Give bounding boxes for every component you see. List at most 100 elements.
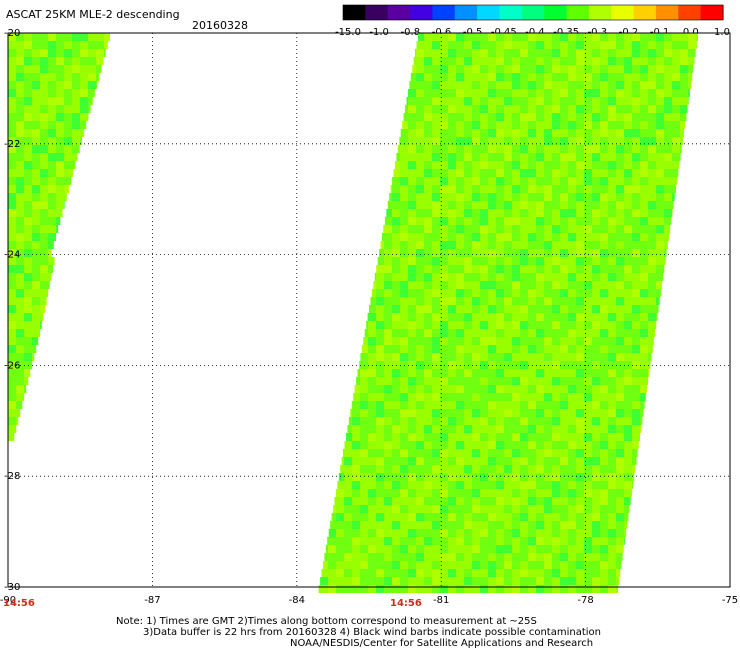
swath-pixel	[440, 145, 448, 153]
swath-pixel	[376, 553, 384, 561]
longitude-label: -87	[144, 595, 160, 606]
swath-pixel	[368, 481, 376, 489]
swath-pixel	[640, 241, 648, 249]
swath-pixel	[640, 81, 648, 89]
swath-pixel	[376, 521, 384, 529]
swath-pixel	[480, 409, 488, 417]
swath-pixel	[608, 97, 616, 105]
swath-pixel	[40, 305, 45, 313]
swath-pixel	[8, 297, 16, 305]
swath-pixel	[528, 585, 536, 593]
swath-pixel	[424, 201, 432, 209]
swath-pixel	[584, 177, 592, 185]
swath-pixel	[32, 137, 40, 145]
swath-pixel	[504, 569, 512, 577]
swath-pixel	[408, 233, 416, 241]
swath-pixel	[560, 289, 568, 297]
swath-pixel	[480, 481, 488, 489]
swath-pixel	[520, 33, 528, 41]
swath-pixel	[480, 217, 488, 225]
swath-pixel	[432, 57, 440, 65]
swath-pixel	[616, 193, 624, 201]
swath-pixel	[504, 329, 512, 337]
swath-pixel	[432, 41, 440, 49]
swath-pixel	[496, 217, 504, 225]
swath-pixel	[640, 121, 648, 129]
swath-pixel	[656, 225, 664, 233]
swath-pixel	[432, 121, 440, 129]
swath-pixel	[440, 337, 448, 345]
swath-pixel	[592, 305, 600, 313]
swath-pixel	[352, 545, 360, 553]
swath-pixel	[432, 545, 440, 553]
swath-pixel	[576, 137, 584, 145]
swath-pixel	[520, 273, 528, 281]
swath-pixel	[24, 241, 32, 249]
swath-pixel	[592, 257, 600, 265]
swath-pixel	[8, 217, 16, 225]
swath-pixel	[8, 265, 16, 273]
swath-pixel	[24, 41, 32, 49]
swath-pixel	[16, 65, 24, 73]
swath-pixel	[640, 321, 648, 329]
swath-pixel	[480, 369, 488, 377]
swath-pixel	[520, 353, 528, 361]
swath-pixel	[48, 169, 56, 177]
swath-pixel	[456, 585, 464, 593]
swath-pixel	[40, 177, 48, 185]
swath-pixel	[608, 137, 616, 145]
swath-pixel	[520, 177, 528, 185]
swath-pixel	[624, 281, 632, 289]
swath-pixel	[576, 153, 584, 161]
swath-pixel	[520, 297, 528, 305]
swath-pixel	[608, 41, 616, 49]
swath-pixel	[432, 457, 440, 465]
swath-pixel	[536, 337, 544, 345]
swath-pixel	[568, 457, 576, 465]
swath-pixel	[600, 553, 608, 561]
swath-pixel	[544, 585, 552, 593]
swath-pixel	[88, 105, 91, 113]
swath-pixel	[464, 201, 472, 209]
swath-pixel	[584, 201, 592, 209]
swath-pixel	[584, 273, 592, 281]
swath-pixel	[624, 145, 632, 153]
swath-pixel	[432, 73, 440, 81]
swath-pixel	[528, 417, 536, 425]
swath-pixel	[560, 401, 568, 409]
swath-pixel	[528, 537, 536, 545]
swath-pixel	[560, 545, 568, 553]
swath-pixel	[648, 145, 656, 153]
swath-pixel	[464, 337, 472, 345]
swath-pixel	[640, 177, 648, 185]
swath-time-center: 14:56	[390, 598, 422, 609]
swath-pixel	[640, 217, 648, 225]
swath-pixel	[504, 233, 512, 241]
swath-pixel	[584, 209, 592, 217]
swath-pixel	[552, 505, 560, 513]
swath-pixel	[504, 369, 512, 377]
swath-pixel	[416, 65, 424, 73]
footer-credit: NOAA/NESDIS/Center for Satellite Applica…	[290, 638, 594, 649]
swath-pixel	[488, 433, 496, 441]
swath-pixel	[408, 393, 416, 401]
swath-pixel	[456, 33, 464, 41]
swath-pixel	[488, 169, 496, 177]
swath-pixel	[568, 161, 576, 169]
swath-pixel	[8, 81, 16, 89]
swath-pixel	[632, 289, 640, 297]
swath-pixel	[32, 337, 39, 345]
swath-pixel	[48, 217, 56, 225]
swath-pixel	[440, 73, 448, 81]
swath-pixel	[456, 505, 464, 513]
swath-pixel	[416, 489, 424, 497]
swath-pixel	[24, 129, 32, 137]
swath-pixel	[504, 409, 512, 417]
swath-pixel	[520, 577, 528, 585]
swath-pixel	[488, 401, 496, 409]
swath-pixel	[432, 441, 440, 449]
swath-pixel	[520, 97, 528, 105]
swath-pixel	[512, 249, 520, 257]
swath-pixel	[440, 497, 448, 505]
swath-pixel	[552, 441, 560, 449]
